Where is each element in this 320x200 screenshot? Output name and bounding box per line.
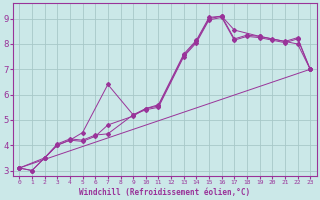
X-axis label: Windchill (Refroidissement éolien,°C): Windchill (Refroidissement éolien,°C) <box>79 188 250 197</box>
